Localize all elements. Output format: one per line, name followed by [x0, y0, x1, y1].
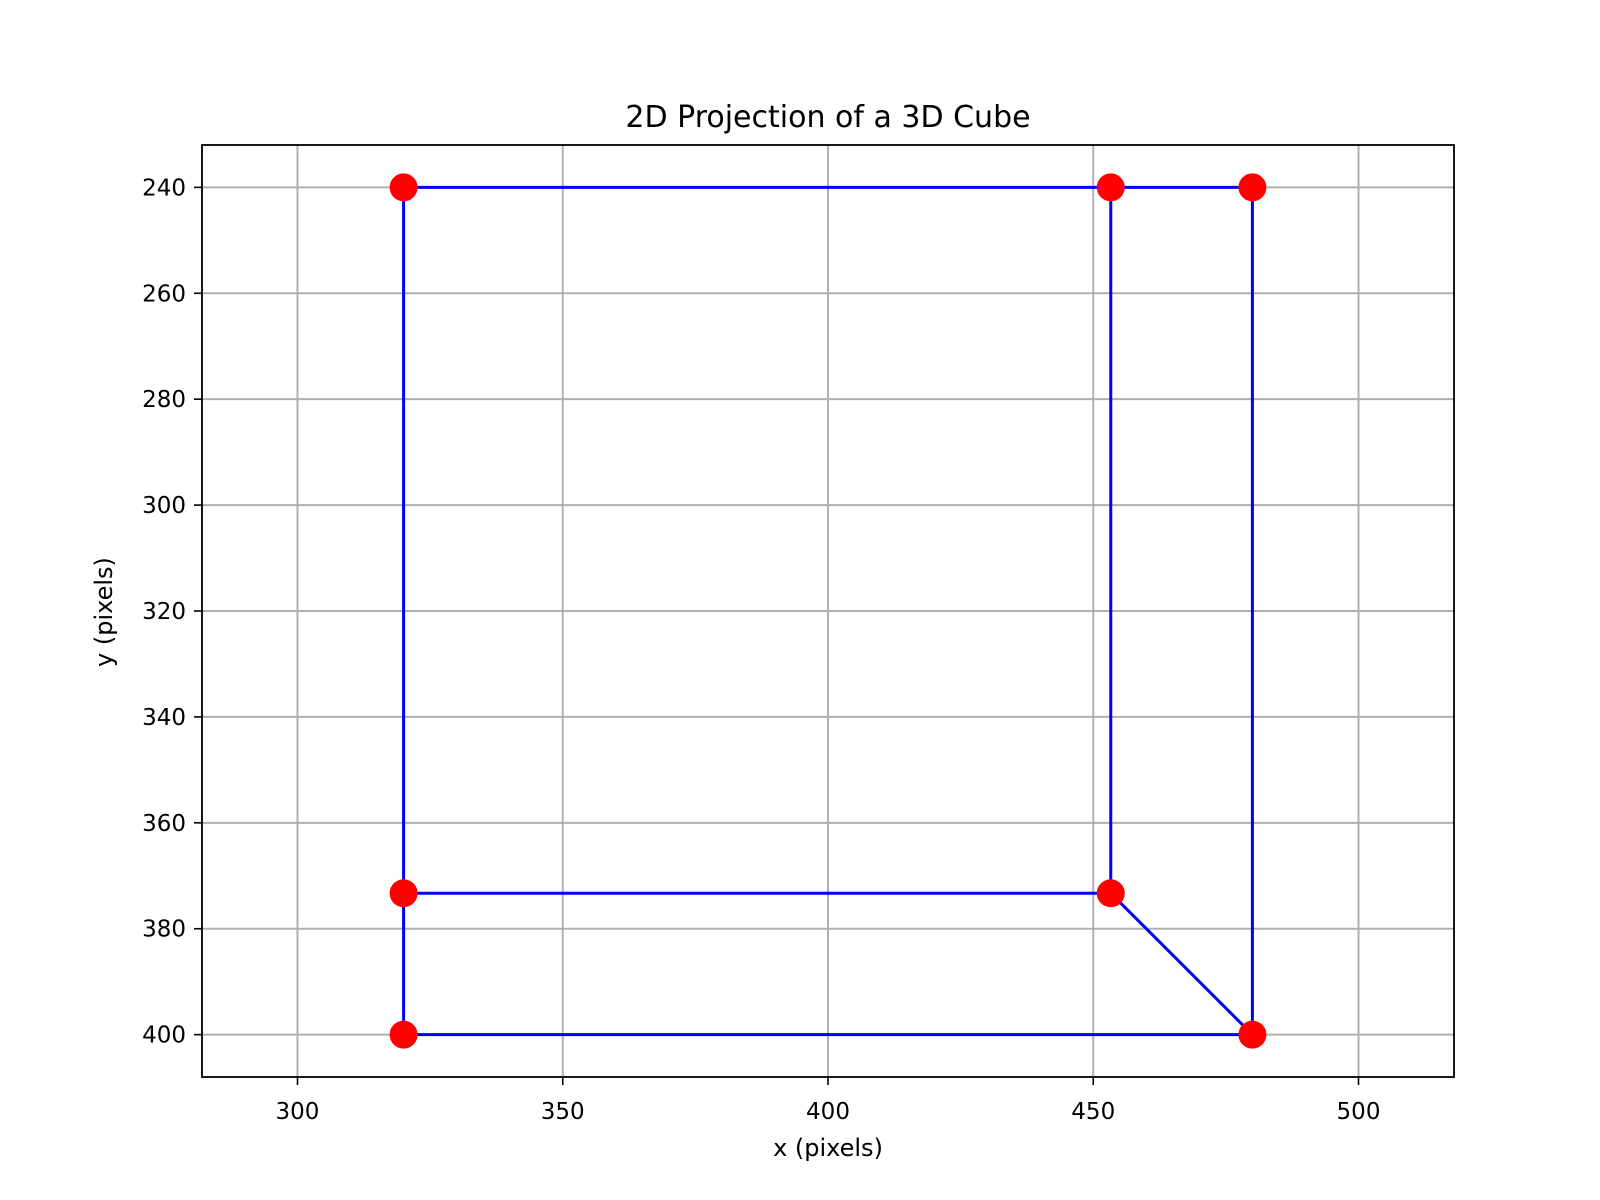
- x-tick-label: 450: [1071, 1099, 1115, 1125]
- y-tick-label: 240: [142, 175, 186, 201]
- y-tick-label: 360: [142, 811, 186, 837]
- y-tick-label: 260: [142, 281, 186, 307]
- y-tick-label: 280: [142, 387, 186, 413]
- cube-edges: [402, 185, 1254, 1037]
- cube-edge: [1109, 891, 1254, 1037]
- cube-vertex-point: [1096, 879, 1125, 908]
- y-tick-label: 400: [142, 1023, 186, 1049]
- cube-vertices: [389, 173, 1267, 1049]
- x-tick-label: 400: [806, 1099, 850, 1125]
- cube-vertex-point: [1238, 1020, 1267, 1049]
- x-tick-label: 350: [541, 1099, 585, 1125]
- x-axis-label: x (pixels): [773, 1134, 883, 1162]
- cube-vertex-point: [1096, 173, 1125, 202]
- y-tick-label: 340: [142, 705, 186, 731]
- chart-title: 2D Projection of a 3D Cube: [625, 100, 1030, 135]
- cube-vertex-point: [1238, 173, 1267, 202]
- x-tick-label: 300: [276, 1099, 320, 1125]
- y-tick-label: 380: [142, 917, 186, 943]
- y-axis-label: y (pixels): [90, 557, 118, 667]
- cube-vertex-point: [389, 173, 418, 202]
- y-tick-label: 300: [142, 493, 186, 519]
- cube-vertex-point: [389, 879, 418, 908]
- x-tick-label: 500: [1337, 1099, 1381, 1125]
- axis-ticks: 300 350 400 450 500 240 260 280 300 320 340 360 380 4…: [142, 175, 1380, 1125]
- y-tick-label: 320: [142, 599, 186, 625]
- cube-vertex-point: [389, 1020, 418, 1049]
